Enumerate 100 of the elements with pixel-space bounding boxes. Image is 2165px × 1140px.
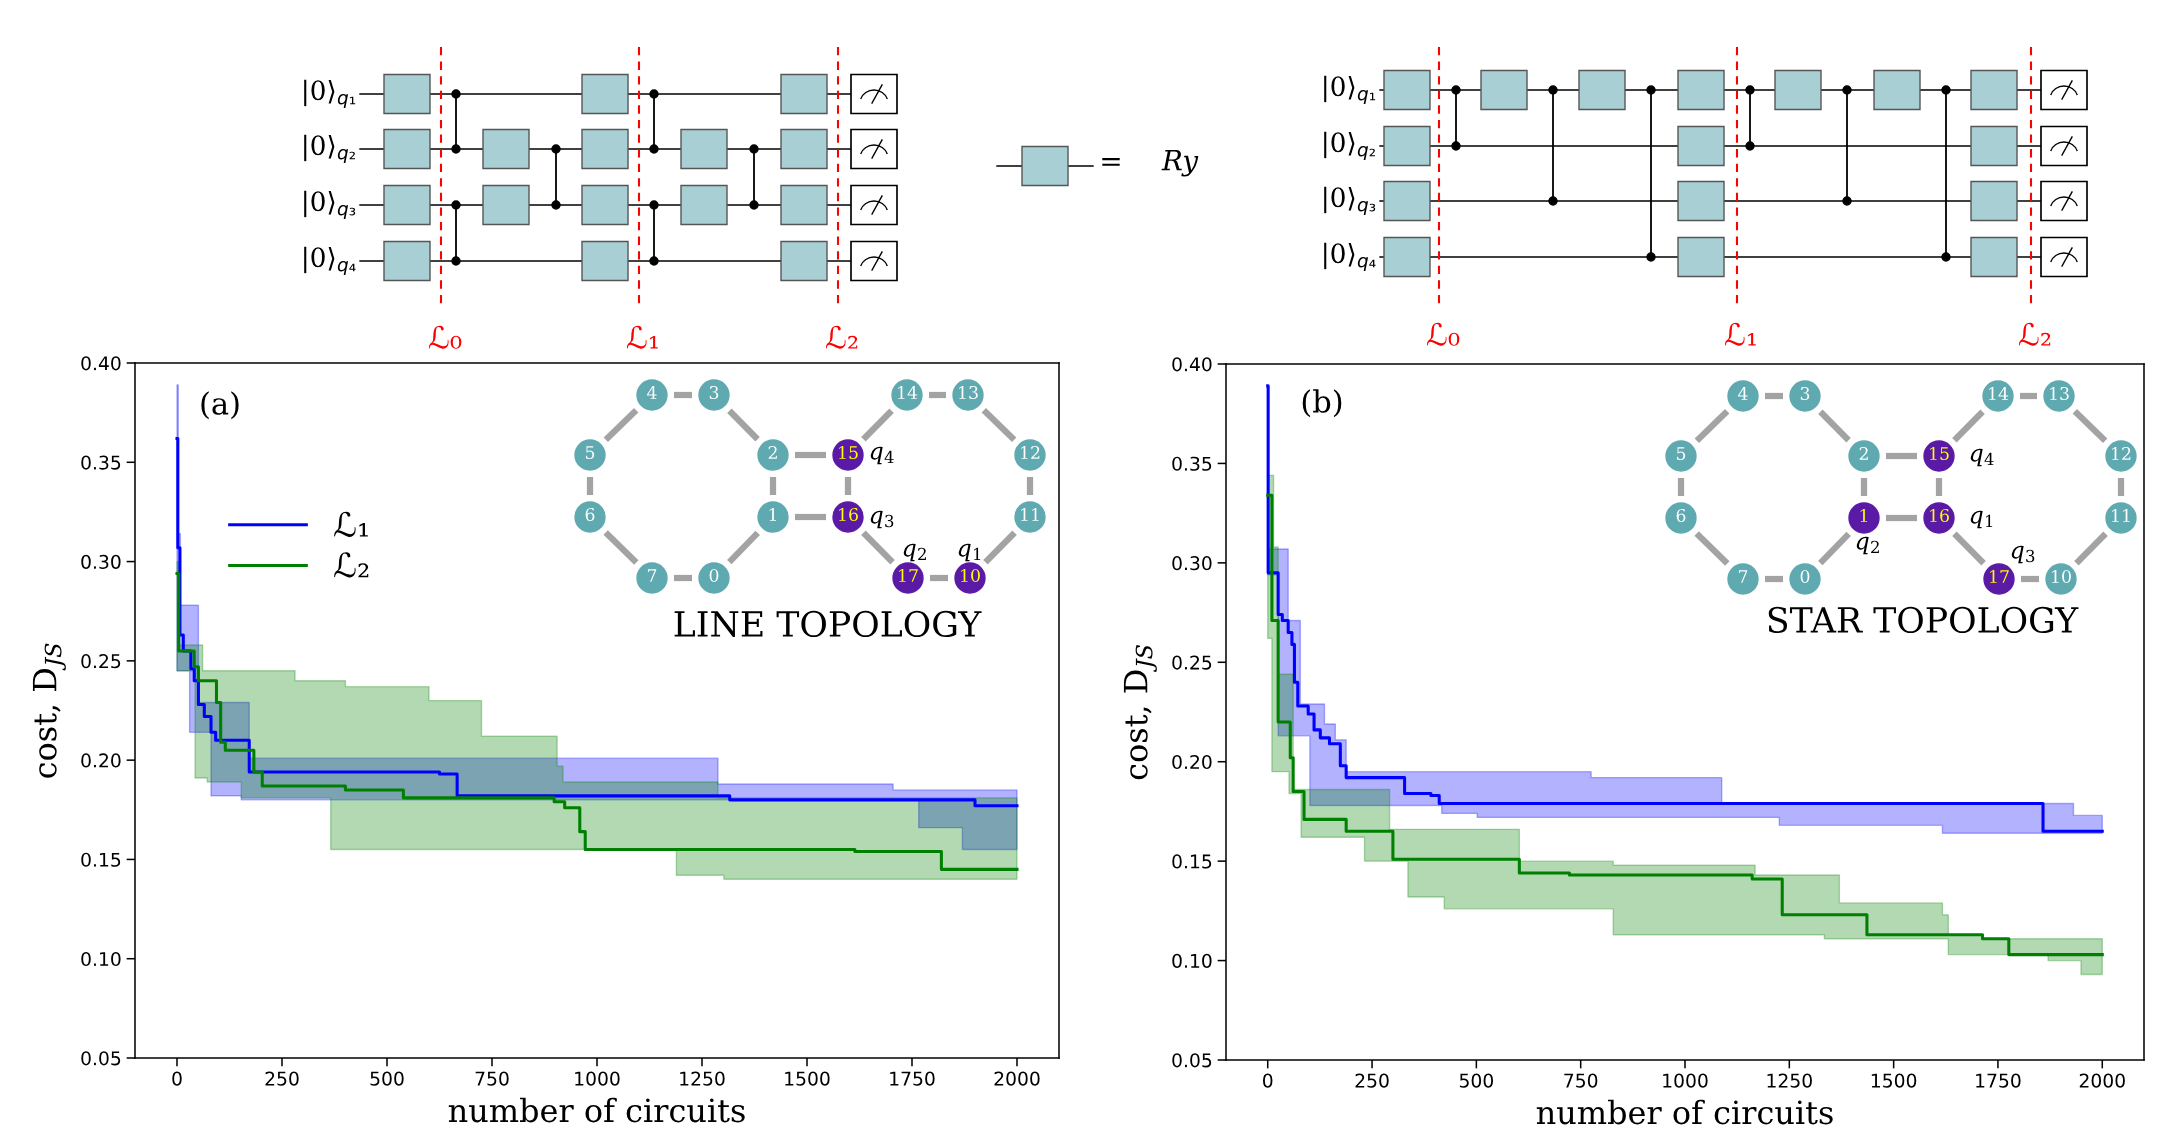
legend-label: ℒ₂ [334, 552, 369, 578]
text: |0⟩$_{q₄}$ [1324, 242, 1376, 272]
y-tick-label: 0.05 [1172, 1053, 1212, 1068]
annotation: 13 [959, 385, 978, 400]
x-tick-label: 1500 [785, 1071, 830, 1086]
annotation: 15 [839, 445, 858, 460]
annotation: 16 [839, 507, 858, 522]
annotation: 16 [1930, 508, 1949, 523]
annotation: 11 [1021, 507, 1039, 521]
y-tick-label: 0.15 [1172, 854, 1212, 869]
text: |0⟩$_{q₁}$ [1324, 75, 1376, 105]
annotation: 11 [2112, 508, 2130, 522]
x-tick-label: 250 [1355, 1073, 1389, 1088]
x-tick-label: 1500 [1871, 1073, 1917, 1088]
y-tick-label: 0.40 [81, 356, 121, 371]
text: |0⟩$_{q₃}$ [304, 190, 356, 220]
x-axis-title: number of circuits [448, 1097, 745, 1123]
annotation: LINE TOPOLOGY [674, 610, 982, 638]
annotation: 10 [961, 568, 980, 583]
y-axis-title: cost, D$_{JS}$ [32, 643, 66, 778]
annotation: 5 [585, 446, 595, 460]
y-tick-label: 0.35 [1172, 456, 1212, 471]
y-tick-label: 0.30 [1172, 556, 1212, 571]
y-tick-label: 0.35 [81, 455, 121, 470]
x-tick-label: 1000 [1663, 1073, 1708, 1088]
annotation: 14 [1989, 386, 2009, 400]
text: |0⟩$_{q₄}$ [304, 246, 356, 276]
annotation: 13 [2050, 386, 2069, 401]
text: |0⟩$_{q₁}$ [304, 79, 356, 109]
text: ℒ₂ [825, 325, 858, 349]
annotation: 10 [2052, 569, 2071, 584]
y-tick-label: 0.25 [1172, 655, 1212, 670]
text: |0⟩$_{q₂}$ [304, 134, 355, 164]
y-tick-label: 0.10 [81, 951, 121, 967]
x-tick-label: 2000 [994, 1071, 1040, 1086]
annotation: 7 [1738, 570, 1748, 583]
text: = [1102, 158, 1120, 166]
annotation: 12 [2112, 446, 2131, 460]
annotation: 1 [769, 507, 777, 521]
text: ℒ₁ [626, 325, 658, 349]
annotation: 2 [1859, 446, 1868, 460]
annotation: 2 [768, 445, 777, 459]
annotation: q$_{3}$ [2011, 545, 2035, 564]
y-tick-label: 0.40 [1172, 357, 1212, 372]
annotation: (b) [1302, 389, 1342, 418]
annotation: 1 [1860, 508, 1868, 522]
x-tick-label: 1250 [1767, 1073, 1812, 1088]
x-tick-label: 0 [1263, 1073, 1273, 1088]
y-tick-label: 0.20 [1172, 754, 1212, 770]
y-tick-label: 0.10 [1172, 953, 1212, 968]
x-tick-label: 500 [1459, 1073, 1494, 1088]
y-tick-label: 0.20 [81, 753, 121, 768]
text: Ry [1161, 150, 1199, 177]
legend-label: ℒ₁ [334, 511, 368, 537]
annotation: q$_{1}$ [958, 543, 981, 562]
y-axis-title: cost, D$_{JS}$ [1123, 645, 1157, 780]
annotation: 6 [585, 507, 595, 522]
x-tick-label: 0 [172, 1071, 182, 1086]
text: ℒ₂ [2018, 322, 2051, 346]
x-tick-label: 2000 [2079, 1073, 2125, 1088]
annotation: 6 [1676, 508, 1686, 523]
annotation: (a) [201, 391, 239, 420]
annotation: STAR TOPOLOGY [1768, 606, 2079, 634]
x-axis-title: number of circuits [1536, 1099, 1833, 1125]
text: |0⟩$_{q₂}$ [1324, 131, 1375, 161]
text: |0⟩$_{q₃}$ [1324, 186, 1376, 216]
annotation: 15 [1930, 446, 1949, 461]
annotation: q$_{3}$ [870, 510, 894, 529]
annotation: 3 [709, 385, 719, 400]
annotation: 0 [1800, 569, 1810, 584]
x-tick-label: 1000 [575, 1071, 620, 1086]
annotation: q$_{4}$ [1970, 448, 1994, 467]
text: ℒ₀ [428, 325, 462, 349]
x-tick-label: 1750 [890, 1071, 935, 1086]
x-tick-label: 500 [370, 1071, 404, 1086]
x-tick-label: 750 [475, 1071, 509, 1086]
y-tick-label: 0.30 [81, 554, 121, 569]
annotation: 5 [1676, 447, 1686, 461]
y-tick-label: 0.15 [81, 852, 121, 867]
annotation: 3 [1800, 386, 1810, 401]
x-tick-label: 1250 [680, 1071, 725, 1086]
annotation: 17 [1990, 569, 2009, 583]
annotation: q$_{2}$ [1856, 536, 1879, 555]
annotation: q$_{1}$ [1970, 510, 1993, 529]
annotation: 4 [1738, 386, 1748, 400]
y-tick-label: 0.25 [81, 654, 121, 669]
text: ℒ₁ [1724, 322, 1756, 346]
x-tick-label: 250 [265, 1071, 299, 1086]
y-tick-label: 0.05 [81, 1051, 121, 1066]
annotation: 0 [709, 568, 719, 583]
annotation: 17 [899, 568, 918, 582]
annotation: 14 [898, 385, 918, 399]
annotation: 4 [647, 385, 657, 399]
annotation: q$_{2}$ [903, 543, 926, 562]
x-tick-label: 1750 [1976, 1073, 2021, 1088]
annotation: 12 [1021, 445, 1040, 459]
x-tick-label: 750 [1564, 1073, 1598, 1088]
annotation: 7 [647, 569, 657, 582]
text: ℒ₀ [1426, 322, 1460, 346]
annotation: q$_{4}$ [870, 446, 894, 465]
